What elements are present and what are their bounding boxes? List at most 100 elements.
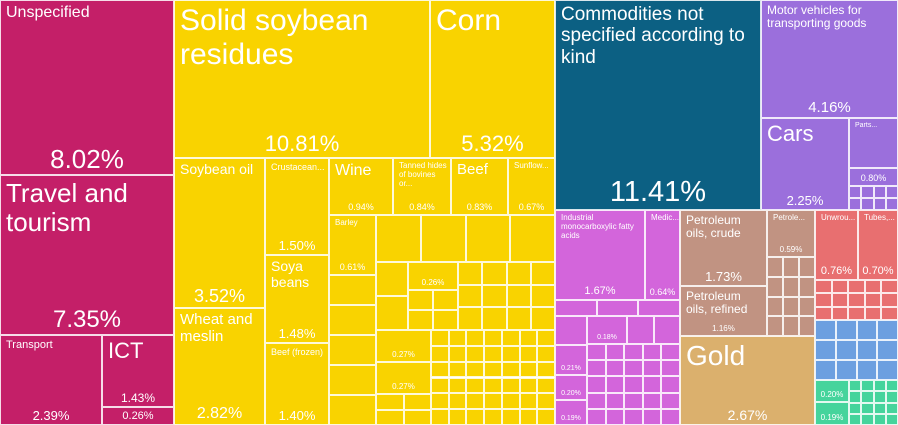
- treemap-cell[interactable]: [881, 280, 898, 294]
- treemap-cell[interactable]: [849, 413, 862, 425]
- treemap-cell[interactable]: [329, 305, 376, 335]
- treemap-cell[interactable]: [661, 360, 680, 377]
- treemap-cell[interactable]: [815, 360, 836, 380]
- treemap-cell[interactable]: [431, 409, 449, 425]
- treemap-cell[interactable]: [849, 186, 862, 198]
- treemap-cell[interactable]: [537, 377, 555, 394]
- treemap-cell[interactable]: [408, 310, 433, 330]
- treemap-cell[interactable]: 0.27%: [376, 330, 431, 362]
- treemap-cell[interactable]: [466, 361, 485, 378]
- treemap-cell[interactable]: [861, 198, 874, 210]
- treemap-cell[interactable]: [661, 408, 680, 425]
- treemap-cell[interactable]: [587, 360, 606, 377]
- treemap-cell[interactable]: Travel and tourism 7.35%: [0, 175, 174, 335]
- treemap-cell[interactable]: [408, 290, 433, 310]
- treemap-cell[interactable]: [537, 361, 555, 378]
- treemap-cell[interactable]: Barley 0.61%: [329, 215, 376, 275]
- treemap-cell[interactable]: [448, 330, 467, 346]
- treemap-cell[interactable]: [329, 275, 376, 305]
- treemap-cell[interactable]: [537, 393, 555, 410]
- treemap-cell[interactable]: [448, 393, 467, 410]
- treemap-cell[interactable]: [329, 335, 376, 365]
- treemap-cell[interactable]: [482, 284, 507, 308]
- treemap-cell[interactable]: Unspecified 8.02%: [0, 0, 174, 175]
- treemap-cell[interactable]: [831, 293, 849, 307]
- treemap-cell[interactable]: [519, 345, 538, 362]
- treemap-cell[interactable]: [873, 186, 886, 198]
- treemap-cell[interactable]: [624, 344, 643, 361]
- treemap-cell[interactable]: [484, 330, 502, 346]
- treemap-cell[interactable]: [885, 413, 898, 425]
- treemap-cell[interactable]: [448, 377, 467, 394]
- treemap-cell[interactable]: [849, 198, 862, 210]
- treemap-cell[interactable]: [856, 320, 878, 340]
- treemap-cell[interactable]: Petroleum oils, refined 1.16%: [680, 286, 767, 336]
- treemap-cell[interactable]: 0.80%: [849, 168, 898, 186]
- treemap-cell[interactable]: [861, 391, 874, 403]
- treemap-cell[interactable]: [519, 393, 538, 410]
- treemap-cell[interactable]: [519, 409, 538, 425]
- treemap-cell[interactable]: [605, 344, 625, 361]
- treemap-cell[interactable]: [605, 376, 625, 393]
- treemap-cell[interactable]: [605, 392, 625, 409]
- treemap-cell[interactable]: [530, 262, 555, 285]
- treemap-cell[interactable]: [448, 345, 467, 362]
- treemap-cell[interactable]: [799, 296, 815, 317]
- treemap-cell[interactable]: [627, 316, 654, 344]
- treemap-cell[interactable]: [448, 361, 467, 378]
- treemap-cell[interactable]: Petroleum oils, crude 1.73%: [680, 210, 767, 286]
- treemap-cell[interactable]: Transport 2.39%: [0, 335, 102, 425]
- treemap-cell[interactable]: 0.26%: [102, 407, 174, 425]
- treemap-cell[interactable]: [519, 377, 538, 394]
- treemap-cell[interactable]: [537, 330, 555, 346]
- treemap-cell[interactable]: [466, 377, 485, 394]
- treemap-cell[interactable]: 0.20%: [555, 375, 587, 400]
- treemap-cell[interactable]: [587, 392, 606, 409]
- treemap-cell[interactable]: [861, 186, 874, 198]
- treemap-cell[interactable]: [661, 376, 680, 393]
- treemap-cell[interactable]: [835, 340, 857, 360]
- treemap-cell[interactable]: [466, 330, 485, 346]
- treemap-cell[interactable]: 0.20%: [815, 380, 849, 402]
- treemap-cell[interactable]: Commodities not specified according to k…: [555, 0, 761, 210]
- treemap-cell[interactable]: [767, 316, 783, 336]
- treemap-cell[interactable]: [448, 409, 467, 425]
- treemap-cell[interactable]: [624, 392, 643, 409]
- treemap-cell[interactable]: [767, 276, 783, 297]
- treemap-cell[interactable]: [484, 345, 502, 362]
- treemap-cell[interactable]: [864, 306, 882, 320]
- treemap-cell[interactable]: [465, 215, 511, 262]
- treemap-cell[interactable]: [484, 377, 502, 394]
- treemap-cell[interactable]: [555, 300, 597, 316]
- treemap-cell[interactable]: [501, 409, 520, 425]
- treemap-cell[interactable]: [642, 344, 662, 361]
- treemap-cell[interactable]: [506, 262, 531, 285]
- treemap-cell[interactable]: [403, 394, 431, 410]
- treemap-cell[interactable]: [783, 276, 799, 297]
- treemap-cell[interactable]: [661, 392, 680, 409]
- treemap-cell[interactable]: [835, 360, 857, 380]
- treemap-cell[interactable]: [864, 293, 882, 307]
- treemap-cell[interactable]: Gold 2.67%: [680, 336, 815, 425]
- treemap-cell[interactable]: [482, 262, 507, 285]
- treemap-cell[interactable]: [501, 330, 520, 346]
- treemap-cell[interactable]: [431, 361, 449, 378]
- treemap-cell[interactable]: ICT 1.43%: [102, 335, 174, 407]
- treemap-cell[interactable]: [458, 262, 483, 285]
- treemap-cell[interactable]: Beef (frozen) 1.40%: [265, 343, 329, 425]
- treemap-cell[interactable]: [783, 296, 799, 317]
- treemap-cell[interactable]: [848, 293, 865, 307]
- treemap-cell[interactable]: [605, 360, 625, 377]
- treemap-cell[interactable]: 0.18%: [587, 316, 627, 344]
- treemap-cell[interactable]: [873, 413, 886, 425]
- treemap-cell[interactable]: [484, 409, 502, 425]
- treemap-cell[interactable]: [885, 402, 898, 414]
- treemap-cell[interactable]: Soya beans 1.48%: [265, 255, 329, 343]
- treemap-cell[interactable]: [506, 284, 531, 308]
- treemap-cell[interactable]: [466, 409, 485, 425]
- treemap-cell[interactable]: [849, 380, 862, 392]
- treemap-cell[interactable]: [877, 320, 898, 340]
- treemap-cell[interactable]: [431, 377, 449, 394]
- treemap-cell[interactable]: [587, 376, 606, 393]
- treemap-cell[interactable]: [831, 306, 849, 320]
